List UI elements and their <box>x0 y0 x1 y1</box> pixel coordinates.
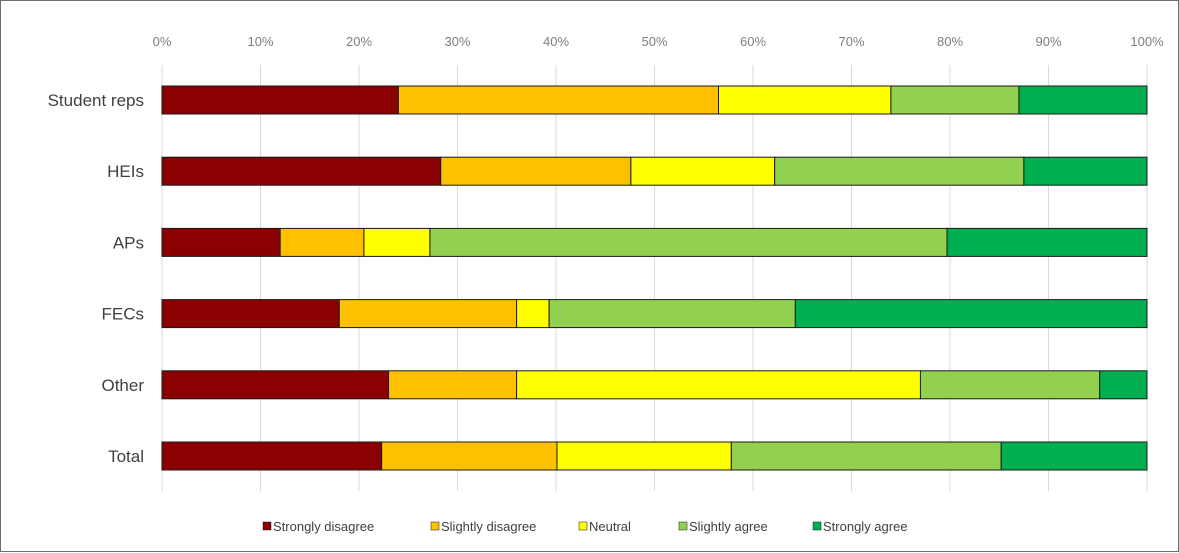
legend-swatch <box>262 521 272 531</box>
x-tick-label: 50% <box>641 34 667 49</box>
category-label-other: Other <box>101 376 144 395</box>
bar-segment-student-reps-neutral <box>718 85 892 115</box>
category-label-student-reps: Student reps <box>48 91 144 110</box>
legend-label: Slightly disagree <box>441 519 536 534</box>
bar-segment-aps-neutral <box>363 227 431 257</box>
legend-item-strongly-agree: Strongly agree <box>812 519 908 534</box>
legend-item-slightly-agree: Slightly agree <box>678 519 768 534</box>
legend-label: Neutral <box>589 519 631 534</box>
bar-segment-total-slightly-agree <box>730 441 1002 471</box>
bar-segment-aps-strongly-agree <box>946 227 1148 257</box>
legend-item-strongly-disagree: Strongly disagree <box>262 519 374 534</box>
x-tick-label: 20% <box>346 34 372 49</box>
bar-segment-other-slightly-agree <box>919 370 1101 400</box>
x-tick-label: 80% <box>937 34 963 49</box>
category-label-fecs: FECs <box>102 305 145 324</box>
legend-swatch <box>578 521 588 531</box>
bar-segment-aps-slightly-disagree <box>279 227 365 257</box>
bar-segment-fecs-neutral <box>516 299 550 329</box>
x-tick-label: 60% <box>740 34 766 49</box>
x-tick-label: 30% <box>444 34 470 49</box>
legend-swatch <box>430 521 440 531</box>
x-tick-label: 40% <box>543 34 569 49</box>
x-tick-label: 10% <box>247 34 273 49</box>
bar-segment-heis-strongly-agree <box>1023 156 1148 186</box>
bar-segment-aps-slightly-agree <box>429 227 948 257</box>
legend-item-slightly-disagree: Slightly disagree <box>430 519 536 534</box>
bar-segment-total-slightly-disagree <box>381 441 558 471</box>
bar-segment-other-neutral <box>516 370 921 400</box>
category-label-aps: APs <box>113 233 144 252</box>
gridlines <box>161 65 1148 491</box>
legend-item-neutral: Neutral <box>578 519 631 534</box>
category-label-total: Total <box>108 447 144 466</box>
legend-label: Slightly agree <box>689 519 768 534</box>
x-axis-tick-labels: 0% 10% 20% 30% 40% 50% 60% 70% 80% 90% 100% <box>153 34 1164 49</box>
bars <box>161 85 1148 471</box>
legend-swatch <box>678 521 688 531</box>
bar-segment-other-strongly-agree <box>1099 370 1148 400</box>
bar-segment-heis-slightly-agree <box>774 156 1025 186</box>
legend-label: Strongly disagree <box>273 519 374 534</box>
bar-segment-fecs-strongly-agree <box>794 299 1148 329</box>
x-tick-label: 100% <box>1130 34 1164 49</box>
bar-segment-other-slightly-disagree <box>388 370 518 400</box>
bar-segment-student-reps-slightly-disagree <box>397 85 720 115</box>
category-labels: Student reps HEIs APs FECs Other Total <box>48 91 145 466</box>
bar-segment-student-reps-slightly-agree <box>890 85 1020 115</box>
bar-segment-fecs-slightly-disagree <box>338 299 518 329</box>
bar-segment-total-neutral <box>556 441 732 471</box>
bar-segment-aps-strongly-disagree <box>161 227 281 257</box>
legend: Strongly disagree Slightly disagree Neutra… <box>262 519 908 534</box>
x-tick-label: 70% <box>838 34 864 49</box>
x-tick-label: 90% <box>1035 34 1061 49</box>
bar-segment-total-strongly-disagree <box>161 441 383 471</box>
bar-segment-heis-strongly-disagree <box>161 156 442 186</box>
legend-label: Strongly agree <box>823 519 908 534</box>
bar-segment-other-strongly-disagree <box>161 370 390 400</box>
bar-segment-fecs-strongly-disagree <box>161 299 340 329</box>
bar-segment-student-reps-strongly-disagree <box>161 85 399 115</box>
legend-swatch <box>812 521 822 531</box>
x-tick-label: 0% <box>153 34 172 49</box>
bar-segment-heis-slightly-disagree <box>440 156 632 186</box>
bar-segment-total-strongly-agree <box>1000 441 1148 471</box>
bar-segment-student-reps-strongly-agree <box>1018 85 1148 115</box>
category-label-heis: HEIs <box>107 162 144 181</box>
bar-segment-heis-neutral <box>630 156 776 186</box>
bar-segment-fecs-slightly-agree <box>548 299 796 329</box>
